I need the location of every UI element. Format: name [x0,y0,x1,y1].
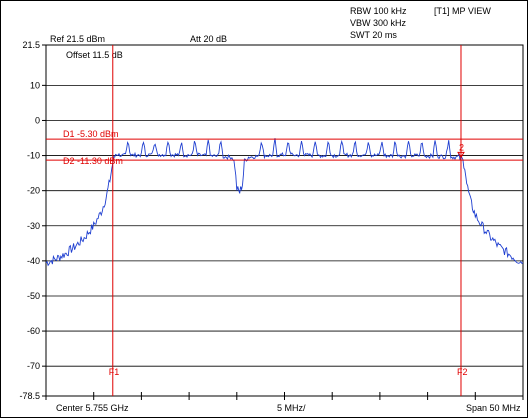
center-frequency-label: Center 5.755 GHz [56,403,129,413]
y-tick-label: 0 [35,115,40,125]
marker-2-label: 2 [459,142,464,152]
frequency-line-2-label: F2 [457,367,468,377]
trace-view-label: [T1] MP VIEW [434,6,491,16]
y-tick-label: -20 [27,186,40,196]
y-tick-label: 10 [30,80,40,90]
y-tick-label: -10 [27,151,40,161]
offset-label: Offset 11.5 dB [66,50,123,60]
y-tick-label: -70 [27,361,40,371]
ref-level-label: Ref 21.5 dBm [50,34,106,44]
trace-line [45,138,524,267]
y-tick-label: -40 [27,256,40,266]
frequency-line-1-label: F1 [109,367,120,377]
y-tick-label: -30 [27,221,40,231]
y-tick-label: 21.5 [22,40,40,50]
display-line-2-label: D2 -11.30 dBm [63,156,123,166]
span-label: Span 50 MHz [466,403,521,413]
rbw-label: RBW 100 kHz [350,6,407,16]
attenuation-label: Att 20 dB [190,34,228,44]
display-line-1-label: D1 -5.30 dBm [63,129,119,139]
y-tick-label: -60 [27,326,40,336]
span-per-division-label: 5 MHz/ [277,403,306,413]
marker-2-symbol [457,151,465,159]
y-tick-label: -78.5 [19,391,40,401]
plot-frame [45,44,524,397]
vbw-label: VBW 300 kHz [350,18,407,28]
y-tick-label: -50 [27,291,40,301]
swt-label: SWT 20 ms [350,30,397,40]
